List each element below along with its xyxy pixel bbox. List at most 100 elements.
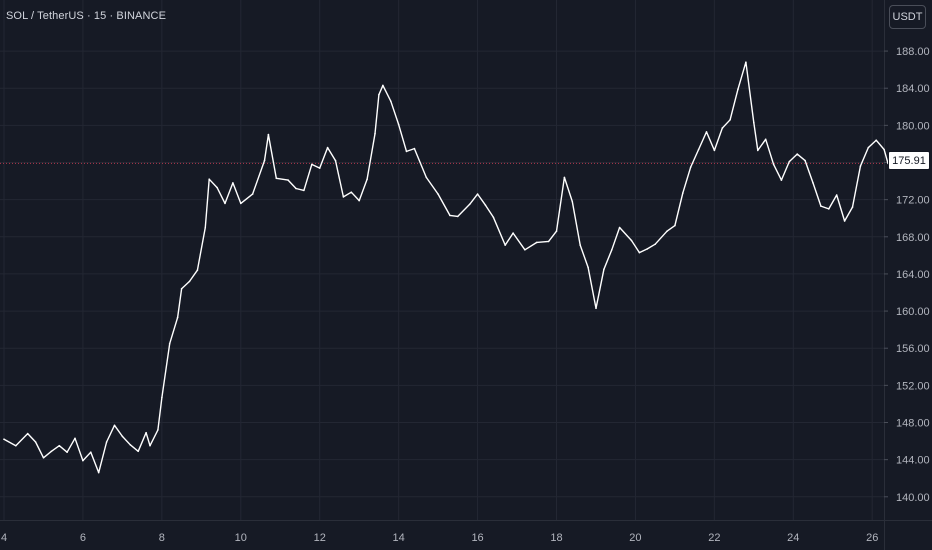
price-point [828, 208, 830, 210]
y-tick-label: 160.00 [896, 306, 930, 318]
y-tick-label: 148.00 [896, 418, 930, 430]
price-point [788, 160, 791, 163]
y-tick-label: 168.00 [896, 232, 930, 244]
price-point [216, 186, 218, 189]
x-tick-label: 26 [866, 532, 878, 544]
price-point [587, 266, 589, 269]
price-point [366, 178, 368, 180]
price-point [618, 226, 621, 229]
price-point [121, 435, 124, 438]
price-point [753, 121, 755, 124]
price-point [603, 268, 605, 271]
y-tick-label: 164.00 [896, 269, 930, 281]
price-point [867, 146, 870, 149]
price-point [504, 244, 507, 246]
price-point [204, 226, 207, 229]
x-tick-label: 24 [787, 532, 799, 544]
price-point [188, 280, 191, 283]
price-point [492, 216, 495, 219]
price-point [105, 441, 108, 443]
price-point [145, 431, 147, 434]
price-point [772, 163, 775, 166]
price-point [137, 450, 139, 453]
price-point [579, 244, 581, 246]
currency-button[interactable]: USDT [889, 5, 926, 29]
price-point [820, 205, 822, 207]
symbol-title[interactable]: SOL / TetherUS · 15 · BINANCE [6, 10, 167, 22]
price-point [512, 232, 514, 234]
price-point [378, 93, 380, 96]
price-point [729, 119, 731, 121]
price-point [851, 206, 854, 208]
y-tick-label: 180.00 [896, 120, 930, 132]
x-tick-label: 18 [550, 532, 562, 544]
price-point [176, 316, 179, 319]
price-point [437, 193, 439, 195]
price-point [859, 165, 862, 167]
price-point [595, 307, 597, 310]
price-point [50, 450, 53, 453]
price-point [563, 176, 566, 179]
price-point [263, 159, 266, 162]
price-point [66, 451, 68, 454]
x-tick-label: 12 [314, 532, 326, 544]
price-point [224, 202, 226, 205]
price-point [666, 230, 668, 232]
price-point [251, 193, 254, 195]
price-point [646, 248, 649, 250]
price-point [42, 457, 45, 459]
price-point [180, 288, 183, 290]
time-axis[interactable]: 4 6 8 10 12 14 16 18 20 22 24 26 [1, 532, 878, 544]
price-point [468, 203, 471, 206]
price-point [275, 177, 278, 180]
price-point [697, 148, 700, 151]
price-point [745, 61, 747, 63]
y-tick-label: 152.00 [896, 380, 930, 392]
price-point [757, 149, 759, 152]
x-tick-label: 16 [471, 532, 483, 544]
price-point [390, 100, 392, 102]
price-point [611, 249, 613, 251]
price-point [34, 441, 37, 443]
price-point [161, 396, 163, 399]
price-point [334, 159, 337, 162]
price-point [737, 88, 739, 90]
x-tick-label: 8 [159, 532, 165, 544]
price-point [208, 178, 210, 180]
price-point [113, 424, 116, 427]
x-tick-label: 4 [1, 532, 7, 544]
price-point [26, 432, 29, 435]
y-tick-label: 140.00 [896, 492, 930, 504]
price-point [97, 471, 100, 474]
price-point [547, 240, 550, 243]
price-point [780, 179, 783, 181]
price-point [689, 166, 692, 168]
price-point [536, 241, 538, 244]
price-point [382, 84, 384, 87]
price-point [457, 215, 459, 218]
y-tick-label: 188.00 [896, 46, 930, 58]
price-point [342, 196, 345, 198]
price-point [484, 204, 487, 206]
price-point [843, 220, 846, 222]
price-point [358, 199, 361, 202]
x-tick-label: 6 [80, 532, 86, 544]
price-point [326, 146, 329, 149]
price-point [705, 131, 708, 133]
price-point [555, 230, 558, 232]
price-series-line [3, 61, 889, 474]
price-point [425, 176, 428, 179]
price-point [405, 150, 408, 153]
price-point [524, 249, 526, 251]
price-point [240, 202, 242, 205]
price-point [15, 444, 17, 447]
price-point [74, 437, 76, 440]
price-point [303, 189, 305, 192]
y-tick-label: 144.00 [896, 455, 930, 467]
price-axis[interactable]: 140.00 144.00 148.00 152.00 156.00 160.00 164.… [884, 46, 930, 504]
price-point [449, 214, 451, 217]
price-point [654, 243, 656, 245]
